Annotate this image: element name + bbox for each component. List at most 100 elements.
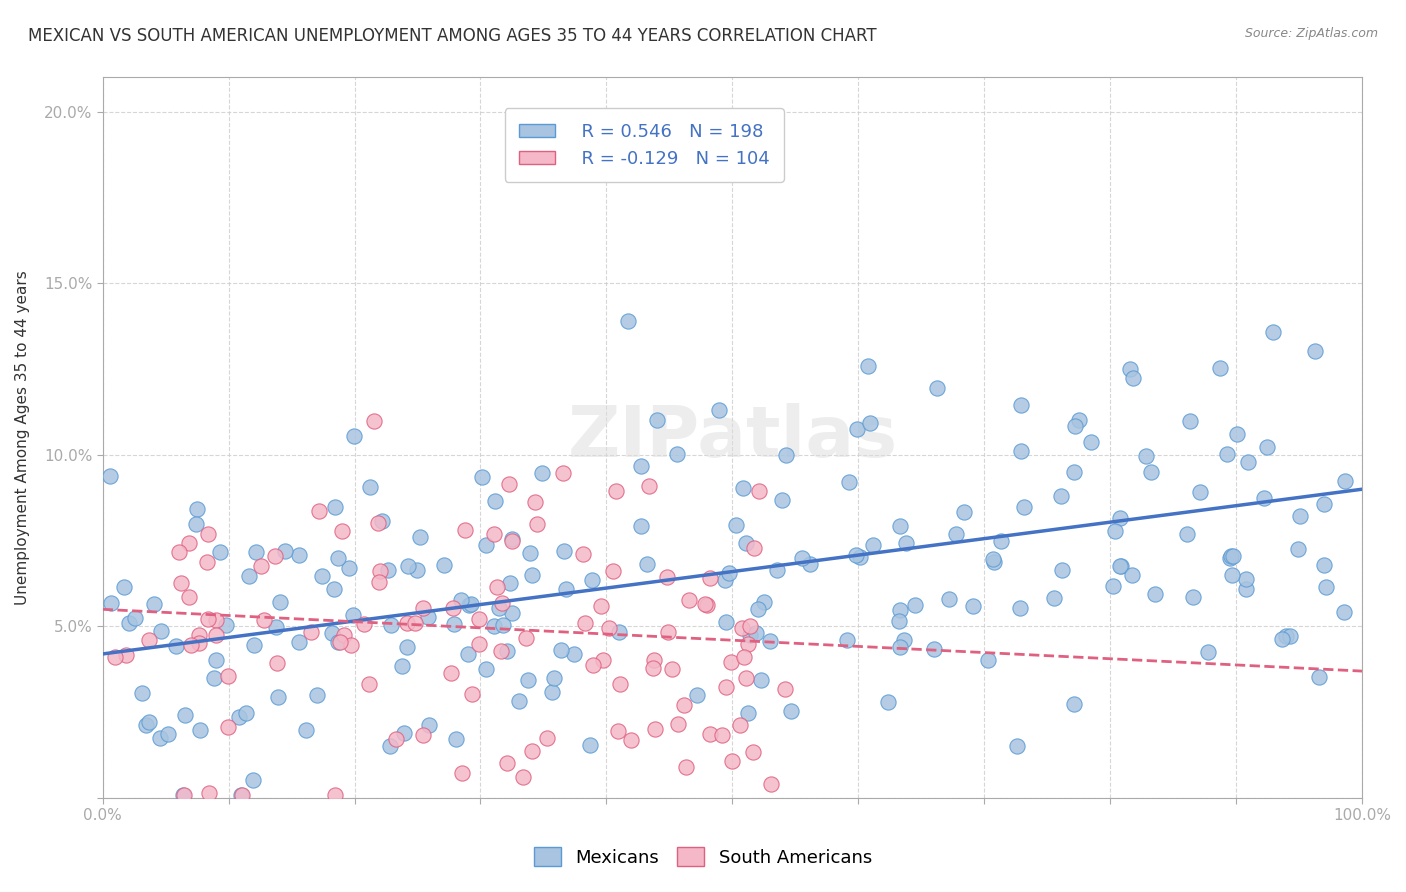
Mexicans <box>202 671 225 685</box>
South Americans <box>620 733 643 747</box>
Mexicans <box>321 626 343 640</box>
South Americans <box>609 677 631 691</box>
Mexicans <box>391 658 413 673</box>
Mexicans <box>1334 475 1357 489</box>
Mexicans <box>554 582 576 597</box>
Mexicans <box>242 638 264 652</box>
South Americans <box>363 414 385 428</box>
South Americans <box>574 616 596 631</box>
Mexicans <box>394 726 416 740</box>
South Americans <box>491 595 513 609</box>
Mexicans <box>780 704 803 718</box>
South Americans <box>482 527 505 541</box>
Mexicans <box>983 555 1005 569</box>
Mexicans <box>416 610 439 624</box>
South Americans <box>217 669 239 683</box>
Mexicans <box>245 545 267 559</box>
South Americans <box>643 653 665 667</box>
South Americans <box>699 727 721 741</box>
Mexicans <box>922 642 945 657</box>
Mexicans <box>894 535 917 549</box>
South Americans <box>748 483 770 498</box>
Mexicans <box>457 647 479 661</box>
South Americans <box>451 766 474 780</box>
South Americans <box>368 575 391 590</box>
Mexicans <box>1197 645 1219 659</box>
Mexicans <box>124 611 146 625</box>
Mexicans <box>531 466 554 480</box>
Mexicans <box>172 788 194 802</box>
Mexicans <box>460 597 482 611</box>
Mexicans <box>845 422 868 436</box>
South Americans <box>266 656 288 670</box>
South Americans <box>440 666 463 681</box>
South Americans <box>367 516 389 531</box>
Mexicans <box>562 647 585 661</box>
Legend: Mexicans, South Americans: Mexicans, South Americans <box>527 840 879 874</box>
South Americans <box>104 649 127 664</box>
Mexicans <box>887 614 910 628</box>
Mexicans <box>342 608 364 623</box>
Mexicans <box>962 599 984 613</box>
South Americans <box>353 617 375 632</box>
Mexicans <box>862 538 884 552</box>
Mexicans <box>737 706 759 720</box>
South Americans <box>526 516 548 531</box>
Mexicans <box>135 718 157 732</box>
Y-axis label: Unemployment Among Ages 35 to 44 years: Unemployment Among Ages 35 to 44 years <box>15 270 30 605</box>
Mexicans <box>1080 435 1102 450</box>
Mexicans <box>945 526 967 541</box>
Mexicans <box>1182 591 1205 605</box>
South Americans <box>524 494 547 508</box>
Mexicans <box>443 617 465 632</box>
Mexicans <box>492 618 515 632</box>
South Americans <box>720 655 742 669</box>
Mexicans <box>848 549 870 564</box>
South Americans <box>714 680 737 694</box>
Mexicans <box>471 470 494 484</box>
Mexicans <box>1135 450 1157 464</box>
Mexicans <box>1122 371 1144 385</box>
Mexicans <box>1275 629 1298 643</box>
Mexicans <box>215 618 238 632</box>
South Americans <box>461 687 484 701</box>
Mexicans <box>165 639 187 653</box>
South Americans <box>605 484 627 499</box>
Mexicans <box>609 624 631 639</box>
South Americans <box>217 720 239 734</box>
Mexicans <box>707 402 730 417</box>
South Americans <box>385 732 408 747</box>
Mexicans <box>519 546 541 560</box>
Mexicans <box>264 620 287 634</box>
Mexicans <box>799 558 821 572</box>
South Americans <box>699 571 721 585</box>
Mexicans <box>488 600 510 615</box>
Mexicans <box>475 538 498 552</box>
Mexicans <box>550 642 572 657</box>
South Americans <box>205 613 228 627</box>
South Americans <box>412 728 434 742</box>
Mexicans <box>1063 698 1085 712</box>
Mexicans <box>242 773 264 788</box>
Mexicans <box>1050 563 1073 577</box>
South Americans <box>198 786 221 800</box>
Mexicans <box>501 532 523 546</box>
Mexicans <box>508 694 530 708</box>
Mexicans <box>228 710 250 724</box>
Mexicans <box>1043 591 1066 605</box>
South Americans <box>515 632 537 646</box>
South Americans <box>299 624 322 639</box>
Mexicans <box>188 723 211 737</box>
South Americans <box>231 788 253 802</box>
South Americans <box>733 649 755 664</box>
Mexicans <box>717 566 740 580</box>
South Americans <box>173 788 195 802</box>
Mexicans <box>990 534 1012 549</box>
South Americans <box>177 590 200 604</box>
Mexicans <box>1313 558 1336 573</box>
Mexicans <box>666 447 689 461</box>
South Americans <box>412 601 434 615</box>
Text: Source: ZipAtlas.com: Source: ZipAtlas.com <box>1244 27 1378 40</box>
Mexicans <box>838 475 860 489</box>
South Americans <box>441 601 464 615</box>
